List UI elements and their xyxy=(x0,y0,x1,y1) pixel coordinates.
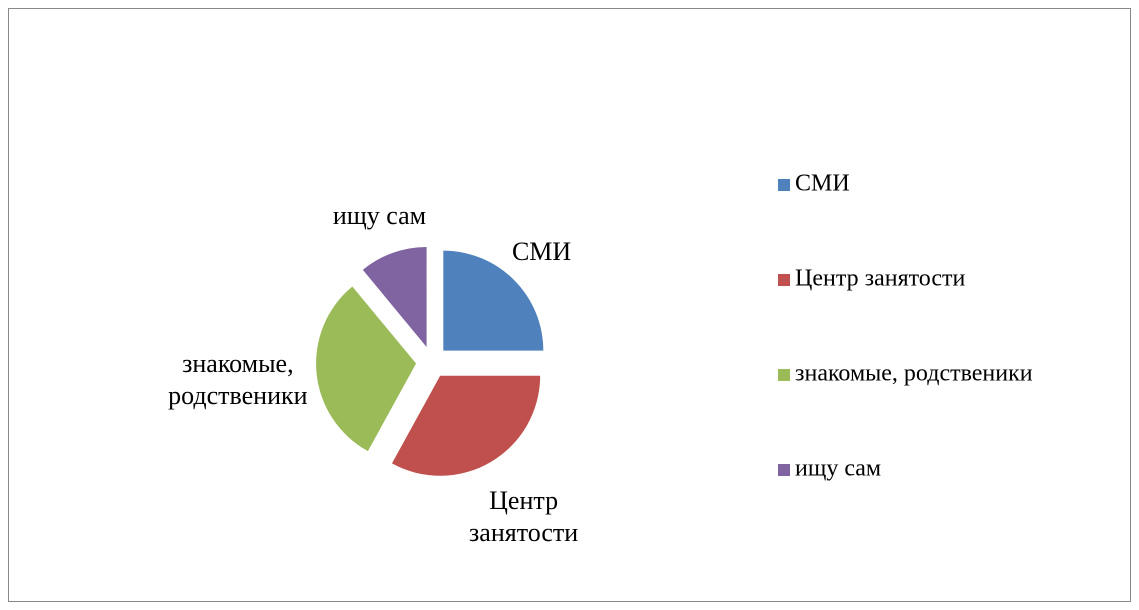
data-label: ищу сам xyxy=(332,201,427,231)
legend-swatch xyxy=(778,369,790,381)
legend-swatch xyxy=(778,274,790,286)
legend-swatch xyxy=(778,179,790,191)
legend-label: знакомые, родственики xyxy=(795,361,1033,387)
data-label: Центр занятости xyxy=(469,485,579,547)
legend-label: ищу сам xyxy=(795,456,881,482)
pie-slice xyxy=(316,286,417,452)
data-label: СМИ xyxy=(511,237,572,267)
legend-label: Центр занятости xyxy=(795,266,966,292)
data-label: знакомые, родственики xyxy=(168,349,308,411)
pie-slice xyxy=(443,250,544,351)
pie-slice xyxy=(362,246,427,347)
chart-frame xyxy=(8,8,1131,602)
legend-label: СМИ xyxy=(795,171,850,197)
legend-swatch xyxy=(778,464,790,476)
pie-slice xyxy=(391,375,541,476)
